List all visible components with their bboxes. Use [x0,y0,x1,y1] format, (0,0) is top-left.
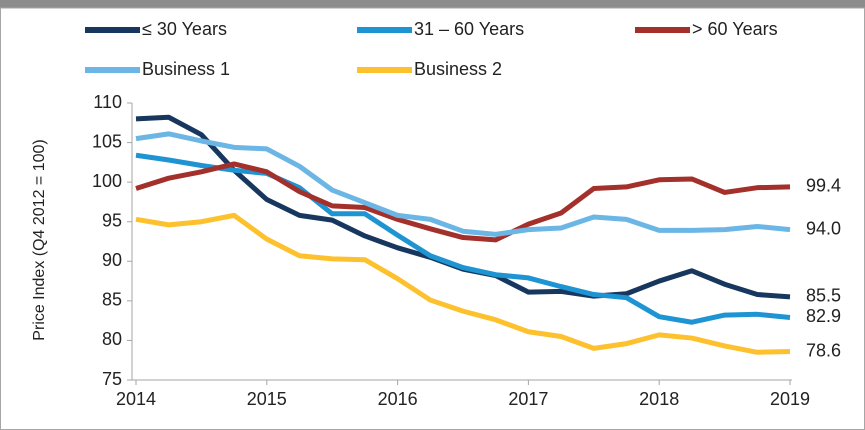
top-band [0,0,865,8]
x-tick-label: 2014 [116,389,156,409]
y-tick-label: 110 [93,92,122,112]
end-label: 94.0 [806,218,841,238]
legend-label: Business 2 [414,59,502,79]
y-tick-label: 100 [92,171,122,191]
end-label: 82.9 [806,306,841,326]
series-line [135,131,791,237]
legend-label: Business 1 [142,59,230,79]
series-line [135,212,791,355]
y-tick-label: 80 [102,329,122,349]
y-tick-label: 90 [102,250,122,270]
series-line [135,161,791,243]
end-label: 85.5 [806,286,841,306]
y-tick-label: 95 [102,210,122,230]
x-tick-label: 2017 [508,389,548,409]
x-tick-label: 2015 [247,389,287,409]
legend-label: ≤ 30 Years [142,19,227,39]
y-axis-label: Price Index (Q4 2012 = 100) [31,139,48,340]
x-tick-label: 2018 [639,389,679,409]
end-label: 78.6 [806,340,841,360]
y-tick-label: 75 [102,369,122,389]
series-line [135,152,791,325]
end-label: 99.4 [806,176,841,196]
y-tick-label: 85 [102,290,122,310]
x-tick-label: 2016 [378,389,418,409]
legend-label: 31 – 60 Years [414,19,524,39]
legend-label: > 60 Years [692,19,778,39]
y-tick-label: 105 [92,131,122,151]
x-tick-label: 2019 [770,389,810,409]
